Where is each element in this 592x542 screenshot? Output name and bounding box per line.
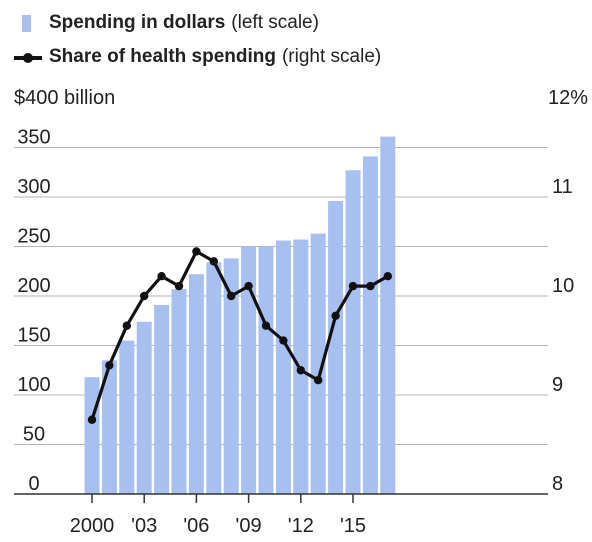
left-tick-label: 300 xyxy=(17,176,50,198)
right-tick-label: 10 xyxy=(552,275,574,297)
bar xyxy=(275,240,291,494)
tick-labels: 0 50 100 150 200 250 300 350 $400 billion 8 9 10 11 1… xyxy=(14,87,588,537)
line-point xyxy=(331,311,340,320)
bar xyxy=(136,321,152,494)
left-tick-label: 150 xyxy=(17,325,50,347)
line-point xyxy=(192,247,201,256)
bar xyxy=(310,233,326,494)
left-tick-label: 100 xyxy=(17,374,50,396)
line-point xyxy=(122,321,131,330)
x-tick-label: '15 xyxy=(340,515,366,537)
line-point xyxy=(244,281,253,291)
line-series xyxy=(87,247,392,424)
left-tick-label: 0 xyxy=(28,473,39,495)
bar xyxy=(328,200,344,494)
line-point xyxy=(140,291,149,301)
bar-series xyxy=(84,136,396,495)
bar xyxy=(223,258,239,494)
line-point xyxy=(105,361,114,370)
legend-swatch-line xyxy=(14,49,42,66)
left-tick-label: $400 billion xyxy=(14,87,115,109)
line-point xyxy=(279,336,288,345)
line-point xyxy=(314,375,323,385)
bar xyxy=(154,304,170,494)
line-point xyxy=(261,321,271,330)
x-tick-label: '03 xyxy=(131,515,157,537)
bar xyxy=(380,136,396,495)
right-tick-label: 11 xyxy=(552,176,573,198)
bar xyxy=(258,246,274,494)
legend-note-share: (right scale) xyxy=(281,46,382,67)
chart-legend: Spending in dollars (left scale) Share o… xyxy=(14,6,381,74)
line-point xyxy=(383,272,392,281)
x-tick-label: '09 xyxy=(236,515,262,537)
bar xyxy=(345,170,361,494)
legend-item-share: Share of health spending (right scale) xyxy=(14,40,381,74)
line-point xyxy=(174,281,184,291)
left-tick-label: 350 xyxy=(17,127,50,149)
line-point xyxy=(366,281,375,291)
share-line xyxy=(90,249,389,421)
left-tick-label: 250 xyxy=(17,226,50,248)
line-point xyxy=(348,281,358,291)
line-point xyxy=(157,272,166,281)
line-point xyxy=(209,257,218,266)
x-tick-label: '06 xyxy=(183,515,209,537)
right-tick-label: 9 xyxy=(552,374,563,396)
line-point xyxy=(227,291,236,301)
legend-label-share: Share of health spending xyxy=(49,46,276,67)
right-tick-label: 8 xyxy=(552,473,563,495)
bar xyxy=(171,289,187,494)
bar xyxy=(241,246,257,494)
bar xyxy=(206,262,222,494)
left-tick-label: 200 xyxy=(17,275,50,297)
legend-label-spending: Spending in dollars xyxy=(49,12,226,33)
x-tick-label: '12 xyxy=(288,515,314,537)
bar xyxy=(84,377,100,494)
bar xyxy=(188,274,204,494)
line-point xyxy=(296,366,305,375)
bar xyxy=(101,360,117,494)
left-tick-label: 50 xyxy=(23,424,45,446)
legend-swatch-bar xyxy=(22,14,31,32)
axes xyxy=(14,493,548,503)
line-point xyxy=(87,415,97,424)
bar xyxy=(119,340,135,494)
legend-note-spending: (left scale) xyxy=(231,12,319,33)
bar xyxy=(362,156,378,494)
x-tick-label: 2000 xyxy=(70,515,115,537)
legend-item-spending: Spending in dollars (left scale) xyxy=(14,6,381,40)
right-tick-label: 12% xyxy=(548,87,588,109)
